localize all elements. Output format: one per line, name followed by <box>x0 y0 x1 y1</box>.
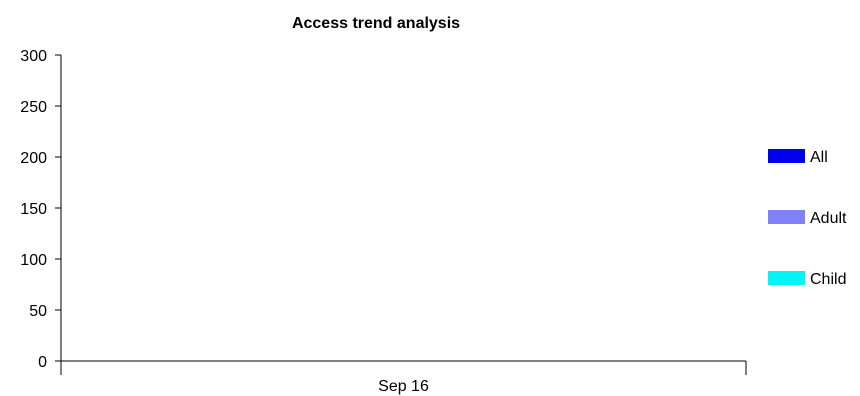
y-tick-label: 250 <box>20 99 47 116</box>
chart-title: Access trend analysis <box>292 15 460 32</box>
legend-swatch-all <box>768 149 805 163</box>
legend-label-all: All <box>810 149 828 166</box>
y-tick-label: 0 <box>38 354 47 371</box>
y-tick-label: 100 <box>20 252 47 269</box>
legend-label-adult: Adult <box>810 210 847 227</box>
y-tick-label: 150 <box>20 201 47 218</box>
x-axis: Sep 16 <box>61 360 747 395</box>
legend-label-child: Child <box>810 271 846 288</box>
legend-swatch-adult <box>768 210 805 224</box>
y-tick-label: 200 <box>20 150 47 167</box>
y-axis: 0 50 100 150 200 250 300 <box>20 48 62 375</box>
x-tick-label: Sep 16 <box>378 378 429 395</box>
legend-swatch-child <box>768 271 805 285</box>
legend: All Adult Child <box>768 149 847 288</box>
y-tick-label: 50 <box>29 303 47 320</box>
y-tick-label: 300 <box>20 48 47 65</box>
